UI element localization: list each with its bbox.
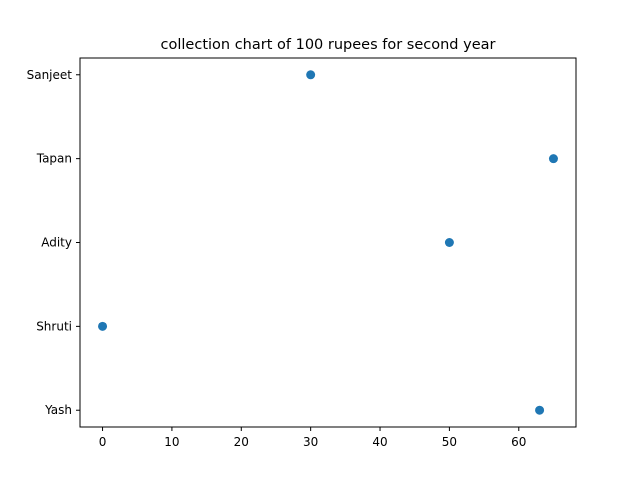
y-axis: Yash Shruti Adity Tapan Sanjeet <box>27 68 80 417</box>
plot-frame <box>79 57 577 428</box>
x-tick-label: 20 <box>234 435 249 449</box>
data-point <box>535 405 545 415</box>
data-point <box>306 70 316 80</box>
y-tick-label: Tapan <box>36 152 72 166</box>
x-tick-label: 10 <box>164 435 179 449</box>
x-axis: 0 10 20 30 40 50 60 <box>99 427 526 449</box>
data-point <box>548 154 558 164</box>
x-tick-label: 0 <box>99 435 107 449</box>
data-point <box>444 238 454 247</box>
y-tick-label: Shruti <box>36 319 72 333</box>
plot-marks <box>98 70 558 415</box>
data-point <box>98 321 108 331</box>
y-tick-label: Sanjeet <box>27 68 73 82</box>
chart-title: collection chart of 100 rupees for secon… <box>161 37 496 53</box>
x-tick-label: 50 <box>442 435 457 449</box>
x-tick-label: 30 <box>303 435 318 449</box>
y-tick-label: Adity <box>41 236 72 250</box>
x-tick-label: 60 <box>511 435 526 449</box>
x-tick-label: 40 <box>372 435 387 449</box>
y-tick-label: Yash <box>44 403 72 417</box>
